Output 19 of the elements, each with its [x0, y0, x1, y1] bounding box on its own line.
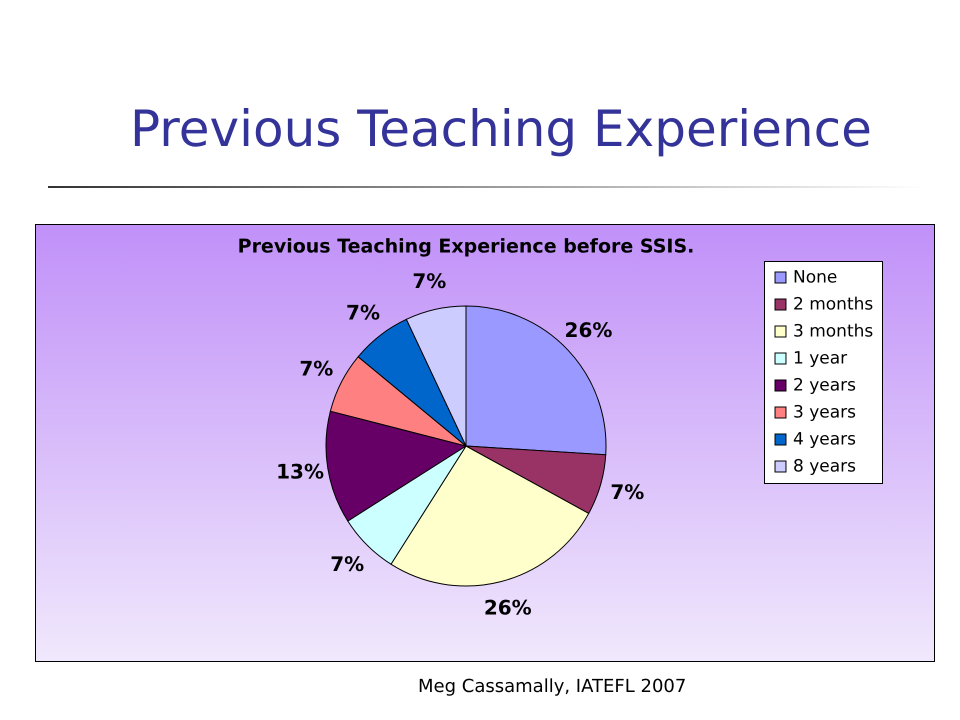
data-label: 13% — [276, 459, 324, 484]
data-label: 7% — [610, 480, 644, 504]
chart-subtitle: Previous Teaching Experience before SSIS. — [238, 236, 694, 258]
legend-label: 1 year — [793, 348, 848, 368]
text: Meg Cassamally, IATEFL 2007 — [418, 676, 686, 697]
legend-label: 2 years — [793, 376, 856, 396]
chart-title: Previous Teaching Experience — [130, 100, 872, 158]
data-label: 7% — [330, 552, 364, 576]
legend-label: 8 years — [793, 456, 856, 476]
data-label: 26% — [484, 596, 532, 620]
data-label: 26% — [564, 318, 612, 342]
data-label: 7% — [412, 269, 446, 294]
data-label: 7% — [299, 356, 334, 381]
legend-label: None — [793, 268, 838, 288]
legend-label: 2 months — [793, 294, 874, 314]
legend-label: 3 months — [793, 322, 874, 342]
data-label: 7% — [346, 300, 380, 324]
legend-label: 4 years — [793, 430, 856, 450]
legend-label: 3 years — [793, 402, 856, 422]
